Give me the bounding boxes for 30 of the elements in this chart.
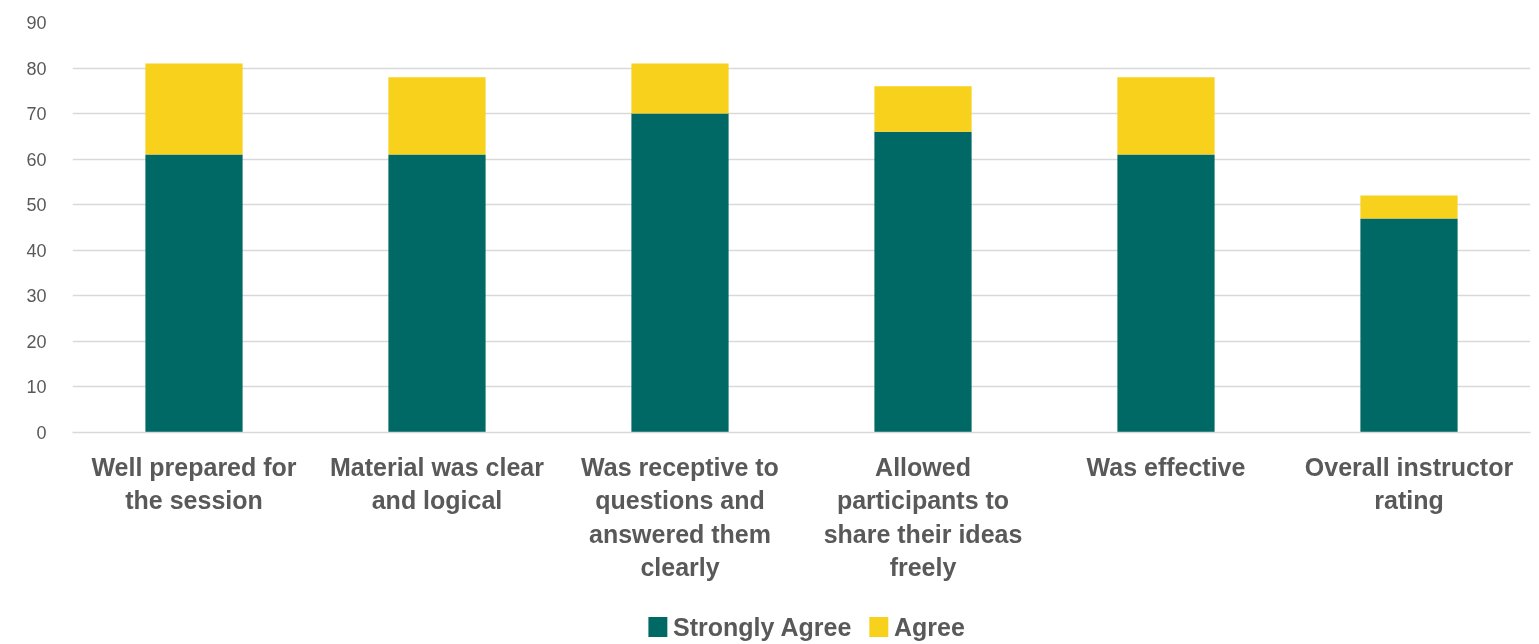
- bar: [388, 154, 486, 433]
- y-tick-label: 90: [26, 13, 47, 33]
- bar: [874, 131, 972, 433]
- y-tick-label: 50: [26, 195, 47, 216]
- bar: [388, 77, 486, 155]
- bar: [145, 154, 243, 433]
- y-tick-label: 40: [26, 240, 47, 261]
- legend-label: Strongly Agree: [673, 613, 852, 641]
- bar: [874, 86, 972, 132]
- bar: [1360, 218, 1458, 433]
- bar: [145, 63, 243, 155]
- x-tick-label: Overall instructor rating: [1304, 452, 1514, 515]
- x-tick-label: Material was clear and logical: [329, 452, 545, 515]
- bar: [1117, 154, 1215, 433]
- bar: [1117, 77, 1215, 155]
- y-tick-label: 80: [26, 58, 47, 79]
- x-tick-label: Was effective: [1086, 452, 1246, 481]
- x-tick-label: Was receptive to questions and answered them clearly: [581, 452, 779, 582]
- x-tick-label: Allowed participants to share their ideas freely: [823, 452, 1023, 582]
- y-tick-label: 0: [36, 423, 47, 443]
- y-tick-label: 70: [26, 104, 47, 125]
- legend-label: Agree: [893, 613, 965, 641]
- y-tick-label: 20: [26, 331, 47, 352]
- bar: [1360, 195, 1458, 219]
- y-tick-label: 10: [26, 377, 47, 398]
- x-tick-label: Well prepared for the session: [91, 452, 297, 515]
- y-tick-label: 60: [26, 149, 47, 170]
- bar: [631, 63, 729, 114]
- y-tick-label: 30: [26, 286, 47, 307]
- bar: [631, 113, 729, 433]
